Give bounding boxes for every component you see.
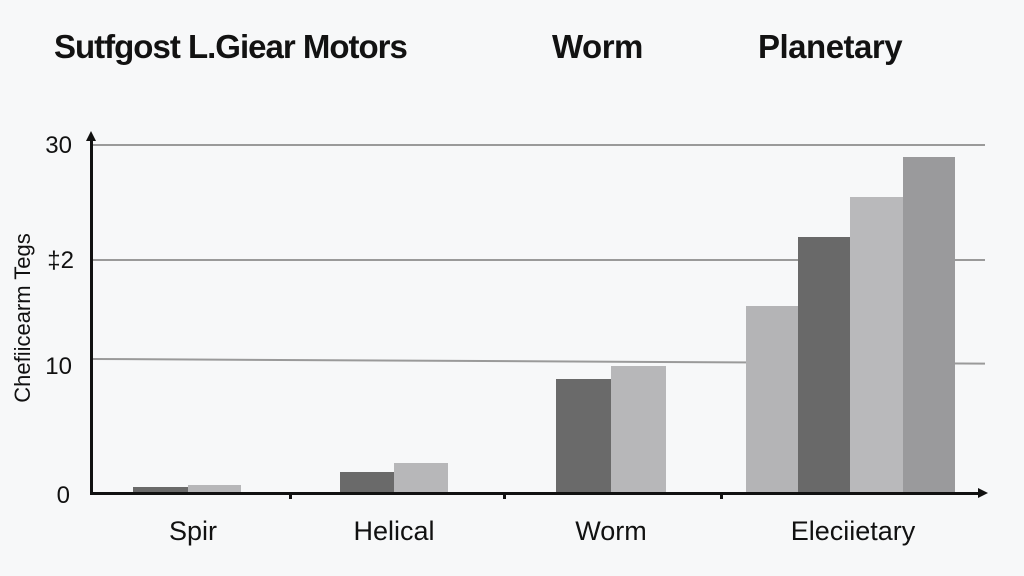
y-tick-0: 0 [56,482,70,509]
y-tick-30: 30 [45,132,72,159]
bar-helical-2 [394,463,448,493]
bar-planetary-1 [746,306,798,493]
chart-title-mid: Worm [552,28,643,65]
bar-worm-2 [611,366,666,493]
bar-worm-1 [556,379,611,493]
bar-spir-2 [188,485,241,493]
chart-title-left: Sutfgost L.Giear Motors [54,28,408,65]
bar-planetary-3 [850,197,903,493]
x-label-helical: Helical [353,516,435,546]
bar-helical-1 [340,472,394,493]
x-label-planetary: Eleciietary [790,516,916,546]
x-tick-3 [720,493,723,499]
x-tick-2 [503,493,506,499]
gridline-20 [93,259,985,261]
bar-spir-1 [133,487,188,493]
bar-planetary-2 [798,237,850,493]
y-axis [90,138,93,495]
chart-title-right: Planetary [758,28,903,65]
y-axis-arrow-icon [86,131,96,141]
y-tick-20: ‡2 [47,247,74,274]
x-axis-arrow-icon [978,488,988,498]
x-axis [90,492,980,495]
x-label-worm: Worm [575,516,647,546]
x-label-spir: Spir [168,516,218,546]
x-tick-1 [289,493,292,499]
gridline-30 [93,144,985,146]
bar-planetary-4 [903,157,955,493]
y-tick-10: 10 [45,353,72,380]
